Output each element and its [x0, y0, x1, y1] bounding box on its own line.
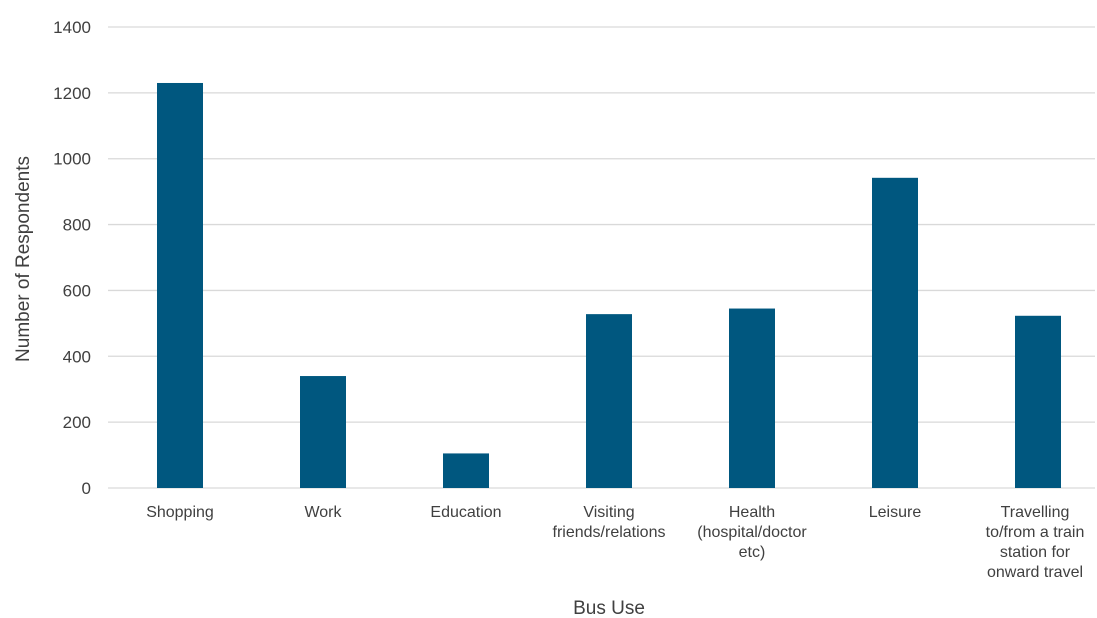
bars: [157, 82, 1061, 488]
x-category-label: Visiting friends/relations: [553, 504, 666, 541]
x-category-label: Shopping: [146, 504, 214, 521]
x-category-label: Health (hospital/doctor etc): [697, 504, 807, 561]
bar: [443, 453, 489, 488]
y-axis-ticks: 0 200 400 600 800 1000 1200 1400: [53, 18, 91, 498]
x-category-label: Travelling to/from a train station for onwa…: [986, 504, 1085, 581]
y-axis-title: Number of Respondents: [13, 156, 34, 362]
y-tick-label: 200: [63, 413, 91, 432]
y-tick-label: 600: [63, 281, 91, 300]
x-category-label: Education: [430, 504, 501, 521]
x-category-label-line: onward travel: [987, 564, 1083, 581]
bar: [872, 177, 918, 488]
x-category-label-line: Health: [729, 504, 775, 521]
x-axis-category-labels: Shopping Work Education Visiting friends/rel…: [146, 504, 1084, 581]
bar: [1015, 315, 1061, 488]
y-tick-label: 1000: [53, 150, 91, 169]
x-category-label-line: Education: [430, 504, 501, 521]
x-category-label-line: (hospital/doctor: [697, 524, 807, 541]
y-tick-label: 1200: [53, 84, 91, 103]
bar: [157, 82, 203, 488]
y-tick-label: 400: [63, 347, 91, 366]
x-category-label-line: Visiting: [583, 504, 634, 521]
y-tick-label: 0: [82, 479, 91, 498]
x-category-label-line: Travelling: [1001, 504, 1070, 521]
y-tick-label: 1400: [53, 18, 91, 37]
y-tick-label: 800: [63, 216, 91, 235]
x-category-label-line: Shopping: [146, 504, 214, 521]
x-axis-title: Bus Use: [573, 598, 645, 618]
x-category-label: Work: [304, 504, 342, 521]
x-category-label-line: Leisure: [869, 504, 922, 521]
x-category-label-line: friends/relations: [553, 524, 666, 541]
bar: [729, 308, 775, 488]
bar: [300, 376, 346, 488]
x-category-label-line: Work: [304, 504, 342, 521]
x-category-label-line: to/from a train: [986, 524, 1085, 541]
x-category-label-line: etc): [739, 544, 766, 561]
x-category-label: Leisure: [869, 504, 922, 521]
x-category-label-line: station for: [1000, 544, 1071, 561]
bar: [586, 314, 632, 488]
